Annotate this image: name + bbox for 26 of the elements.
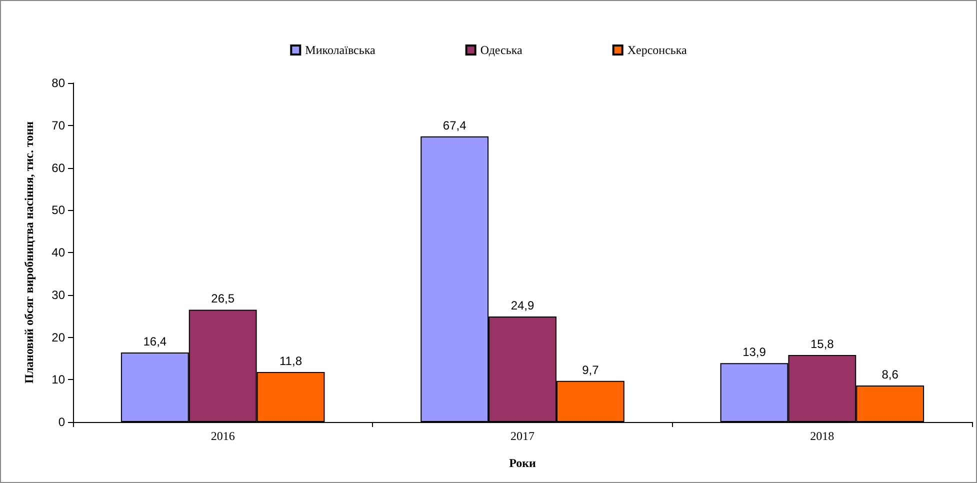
x-tick-label: 2018 (810, 429, 834, 443)
data-label: 67,4 (442, 118, 467, 132)
y-tick-label: 80 (52, 76, 66, 90)
data-label: 11,8 (280, 354, 302, 368)
y-tick-label: 40 (52, 246, 66, 260)
x-tick-label: 2017 (510, 429, 534, 443)
data-label: 24,9 (510, 298, 534, 312)
y-tick-label: 0 (58, 415, 66, 429)
y-tick-label: 50 (52, 203, 66, 218)
legend-label: Миколаївська (305, 43, 376, 57)
data-label: 9,7 (582, 362, 600, 377)
data-label: 16,4 (143, 334, 167, 349)
y-tick-label: 60 (52, 160, 66, 175)
legend-label: Одеська (480, 43, 524, 57)
y-tick-label: 10 (52, 372, 66, 387)
data-label: 8,6 (882, 368, 899, 382)
y-axis-title: Плановий обсяг виробництва насіння, тис. тонн (22, 121, 36, 384)
x-tick-label: 2016 (210, 429, 235, 443)
x-axis-title: Роки (509, 456, 536, 470)
data-label: 26,5 (211, 292, 235, 306)
y-tick-label: 30 (52, 288, 66, 302)
data-label: 15,8 (810, 337, 834, 352)
data-label: 13,9 (742, 345, 766, 360)
legend-label: Херсонська (627, 43, 688, 57)
y-tick-label: 70 (52, 118, 66, 132)
y-tick-label: 20 (52, 330, 66, 344)
